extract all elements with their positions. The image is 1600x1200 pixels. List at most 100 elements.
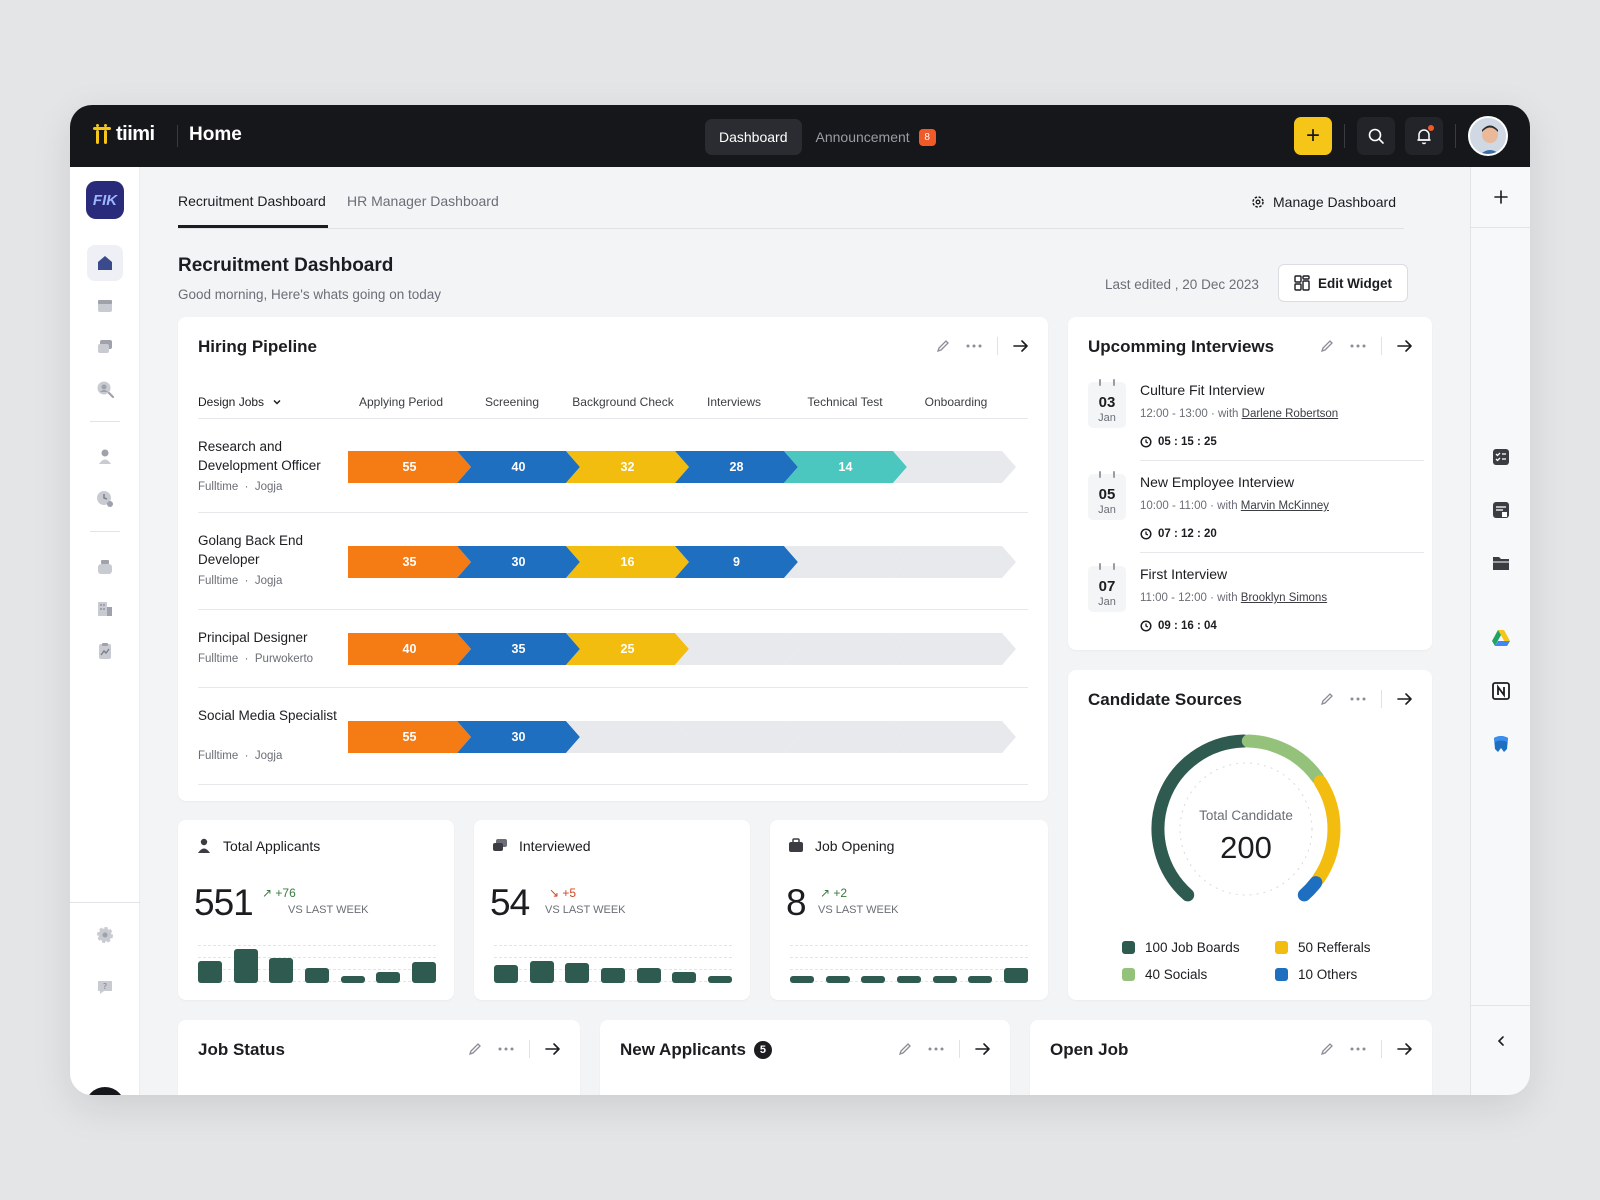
edit-icon[interactable]: [1319, 691, 1335, 707]
collapse-button[interactable]: [1489, 1029, 1513, 1053]
card-title: Hiring Pipeline: [198, 337, 318, 356]
arrow-right-icon[interactable]: [1012, 338, 1030, 354]
more-icon[interactable]: [497, 1041, 515, 1057]
pipeline-stage: 30: [457, 721, 580, 753]
pipeline-stage: 25: [566, 633, 689, 665]
stage-header: Background Check: [572, 395, 674, 409]
google-drive-icon: [1492, 630, 1510, 646]
more-icon[interactable]: [1349, 1041, 1367, 1057]
search-button[interactable]: [1357, 117, 1395, 155]
notion-app[interactable]: [1489, 679, 1513, 703]
interviewer-link[interactable]: Darlene Robertson: [1241, 408, 1339, 420]
arrow-right-icon[interactable]: [1396, 338, 1414, 354]
stat-vs-label: VS LAST WEEK: [288, 904, 369, 916]
sidebar-item-home[interactable]: [87, 245, 123, 281]
bar: [672, 972, 697, 983]
plus-icon: [1494, 190, 1508, 204]
edit-icon[interactable]: [1319, 338, 1335, 354]
sidebar-item-employees[interactable]: [87, 439, 123, 475]
more-icon[interactable]: [965, 338, 983, 354]
legend-swatch: [1122, 968, 1135, 981]
pipeline-stage: 16: [566, 546, 689, 578]
integration-app[interactable]: [1489, 732, 1513, 756]
right-sidebar: [1470, 167, 1530, 1095]
interview-day: 03: [1098, 394, 1116, 411]
edit-icon[interactable]: [897, 1041, 913, 1057]
checklist-icon: [1493, 449, 1509, 465]
divider: [1140, 552, 1424, 553]
sidebar-item-calendar[interactable]: [87, 287, 123, 323]
interview-item[interactable]: 03 Jan Culture Fit Interview 12:00 - 13:…: [1088, 379, 1424, 462]
sidebar-item-payroll[interactable]: [87, 549, 123, 585]
active-tab-indicator: [178, 225, 328, 228]
google-drive-app[interactable]: [1489, 626, 1513, 650]
app-logo[interactable]: tiimi: [92, 123, 155, 146]
interview-day: 05: [1098, 486, 1116, 503]
pipeline-stage: 55: [348, 721, 471, 753]
workspace-logo[interactable]: FIK: [86, 181, 124, 219]
sidebar-item-recruitment[interactable]: [87, 371, 123, 407]
notifications-button[interactable]: [1405, 117, 1443, 155]
tab-recruitment-dashboard[interactable]: Recruitment Dashboard: [178, 193, 326, 209]
mini-bar-chart: [198, 945, 436, 985]
tab-hr-manager-dashboard[interactable]: HR Manager Dashboard: [347, 193, 499, 209]
pipeline-row[interactable]: Golang Back End Developer Fulltime · Jog…: [198, 513, 1028, 610]
bar: [565, 963, 590, 983]
gauge-segment: [1312, 775, 1341, 886]
home-icon: [98, 256, 112, 270]
user-avatar[interactable]: [1468, 116, 1508, 156]
stat-title: Job Opening: [815, 838, 895, 854]
mini-bar-chart: [790, 945, 1028, 985]
nav-tab-dashboard[interactable]: Dashboard: [705, 119, 802, 155]
more-icon[interactable]: [927, 1041, 945, 1057]
edit-widget-button[interactable]: Edit Widget: [1278, 264, 1408, 302]
interviewer-link[interactable]: Marvin McKinney: [1240, 500, 1329, 512]
pipeline-stage: [784, 546, 907, 578]
tasks-app[interactable]: [1489, 445, 1513, 469]
pipeline-header: Design Jobs Applying Period Screening Ba…: [198, 395, 1028, 419]
calendar-ring: [1099, 563, 1101, 570]
sidebar-item-company[interactable]: [87, 591, 123, 627]
bell-icon: [1417, 129, 1431, 145]
files-app[interactable]: [1489, 551, 1513, 575]
edit-icon[interactable]: [1319, 1041, 1335, 1057]
sidebar-item-reports[interactable]: [87, 633, 123, 669]
nav-tab-announcement[interactable]: Announcement 8: [802, 119, 950, 155]
pipeline-stage: 35: [457, 633, 580, 665]
pipeline-stage: 55: [348, 451, 471, 483]
interview-item[interactable]: 05 Jan New Employee Interview 10:00 - 11…: [1088, 471, 1424, 554]
more-icon[interactable]: [1349, 338, 1367, 354]
stat-delta-value: +2: [833, 886, 848, 900]
pipeline-stage: [784, 633, 907, 665]
gridline: [494, 945, 732, 946]
arrow-right-icon[interactable]: [1396, 691, 1414, 707]
stage-header: Applying Period: [358, 395, 444, 409]
add-button[interactable]: +: [1294, 117, 1332, 155]
manage-dashboard-button[interactable]: Manage Dashboard: [1251, 194, 1396, 210]
sidebar-item-settings[interactable]: [87, 917, 123, 953]
help-chat-icon: ?: [98, 981, 112, 994]
job-name: Social Media Specialist: [198, 708, 337, 723]
pipeline-row[interactable]: Principal Designer Fulltime · Purwokerto…: [198, 610, 1028, 688]
main-content: Recruitment Dashboard HR Manager Dashboa…: [140, 167, 1470, 1095]
sidebar-item-messages[interactable]: [87, 329, 123, 365]
more-icon[interactable]: [1349, 691, 1367, 707]
edit-icon[interactable]: [467, 1041, 483, 1057]
arrow-right-icon[interactable]: [544, 1041, 562, 1057]
interviewer-link[interactable]: Brooklyn Simons: [1240, 592, 1328, 604]
help-button[interactable]: ?: [85, 1087, 125, 1095]
interview-item[interactable]: 07 Jan First Interview 11:00 - 12:00 · w…: [1088, 563, 1424, 646]
arrow-right-icon[interactable]: [1396, 1041, 1414, 1057]
bar: [269, 958, 294, 983]
calendar-ring: [1099, 379, 1101, 386]
pipeline-row[interactable]: Research and Development Officer Fulltim…: [198, 421, 1028, 513]
arrow-right-icon[interactable]: [974, 1041, 992, 1057]
pipeline-row[interactable]: Social Media Specialist Fulltime · Jogja…: [198, 688, 1028, 785]
edit-icon[interactable]: [935, 338, 951, 354]
notes-app[interactable]: [1489, 498, 1513, 522]
sidebar-item-support[interactable]: ?: [87, 969, 123, 1005]
design-jobs-filter[interactable]: Design Jobs: [198, 395, 282, 409]
sidebar-item-time[interactable]: [87, 481, 123, 517]
add-app-button[interactable]: [1489, 185, 1513, 209]
interview-countdown: 09 : 16 : 04: [1140, 620, 1217, 632]
